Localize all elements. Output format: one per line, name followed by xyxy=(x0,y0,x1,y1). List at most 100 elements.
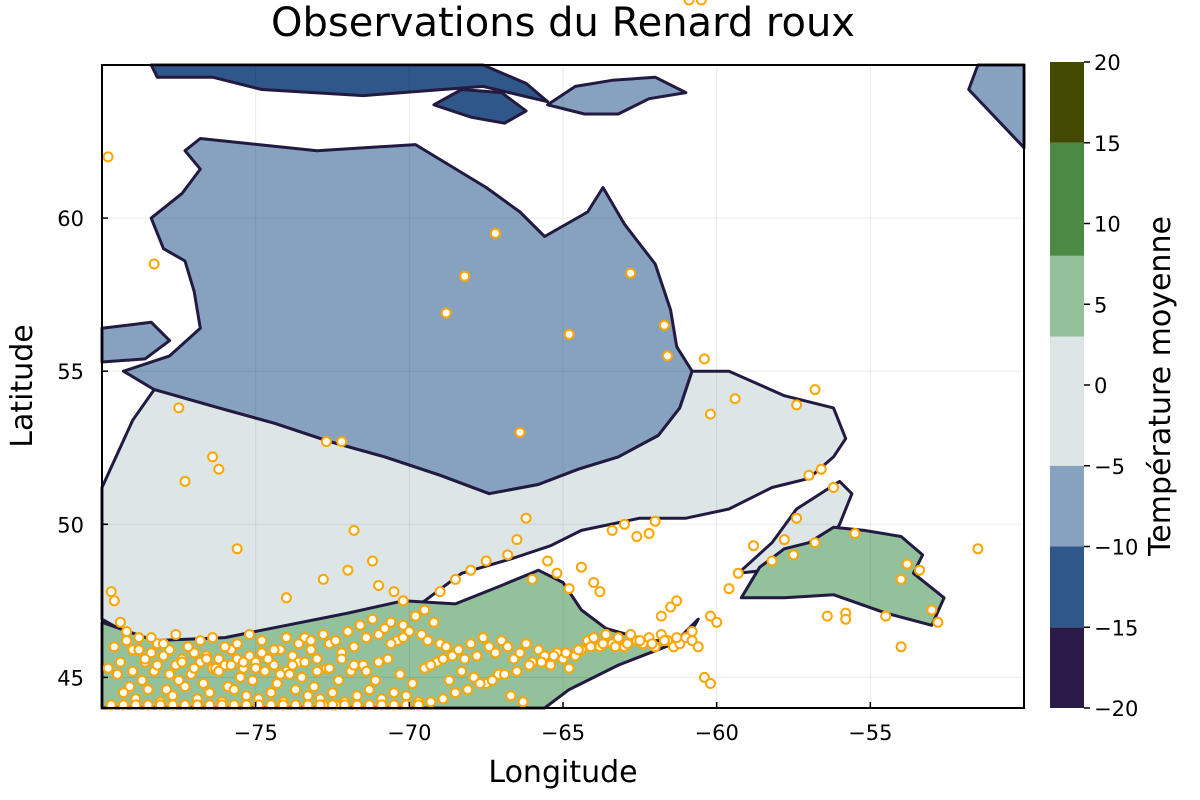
observation-point xyxy=(551,567,563,579)
observation-point xyxy=(299,656,311,668)
observation-point xyxy=(305,635,317,647)
observation-point xyxy=(161,684,172,696)
observation-point xyxy=(791,399,803,411)
observation-point xyxy=(179,475,191,487)
observation-point xyxy=(406,678,418,689)
observation-point xyxy=(173,674,185,686)
observation-point xyxy=(370,674,381,686)
observation-point xyxy=(692,641,704,653)
observation-point xyxy=(456,665,468,677)
chart-title: Observations du Renard roux xyxy=(271,0,855,46)
observation-point xyxy=(572,644,584,656)
observation-point xyxy=(483,641,495,653)
observation-point xyxy=(443,674,455,686)
colorbar-tick-label: −15 xyxy=(1094,616,1138,640)
observation-point xyxy=(563,662,575,674)
observation-point xyxy=(268,644,280,656)
observation-point xyxy=(342,564,354,576)
observation-point xyxy=(486,674,498,686)
observation-point xyxy=(240,690,252,702)
observation-point xyxy=(388,586,400,598)
colorbar-tick-label: −5 xyxy=(1094,455,1125,479)
observation-point xyxy=(449,573,461,585)
observation-point xyxy=(563,328,575,340)
observation-point xyxy=(465,564,477,576)
observation-point xyxy=(111,668,123,680)
colorbar-level xyxy=(1050,627,1084,708)
observation-point xyxy=(471,650,483,662)
observation-point xyxy=(508,653,520,665)
observation-point xyxy=(815,463,827,475)
observation-point xyxy=(308,681,320,693)
temperature-region xyxy=(967,63,1026,150)
observation-point xyxy=(397,595,409,607)
observation-point xyxy=(634,635,646,647)
observation-point xyxy=(609,641,621,653)
colorbar-level xyxy=(1050,336,1084,466)
observation-point xyxy=(425,659,437,671)
observation-point xyxy=(575,561,587,573)
colorbar-label: Température moyenne xyxy=(1143,216,1178,557)
observation-point xyxy=(259,665,271,677)
observation-point xyxy=(901,558,913,570)
observation-point xyxy=(821,610,833,622)
colorbar-tick-label: 0 xyxy=(1094,374,1107,398)
observation-point xyxy=(895,573,907,585)
observation-point xyxy=(459,270,471,282)
observation-point xyxy=(327,687,338,699)
observation-point xyxy=(671,632,683,644)
observation-point xyxy=(585,641,597,653)
colorbar-level xyxy=(1050,546,1084,628)
observation-point xyxy=(173,402,185,414)
observation-point xyxy=(136,674,148,686)
observation-point xyxy=(600,629,612,640)
observation-point xyxy=(139,653,151,665)
observation-point xyxy=(348,659,360,671)
observation-point xyxy=(560,647,572,659)
observation-point xyxy=(489,227,501,239)
observation-point xyxy=(526,573,538,585)
plot-area xyxy=(100,0,1026,711)
observation-point xyxy=(293,638,305,650)
observation-point xyxy=(385,616,397,628)
x-tick-label: −75 xyxy=(234,721,278,745)
observation-point xyxy=(323,662,335,674)
observation-point xyxy=(809,384,821,396)
observation-point xyxy=(336,436,348,448)
observation-point xyxy=(809,537,821,549)
temperature-region xyxy=(100,320,172,364)
colorbar-tick-label: 20 xyxy=(1094,51,1121,75)
observation-point xyxy=(588,632,600,644)
observation-point xyxy=(788,549,799,561)
observation-point xyxy=(416,629,428,640)
observation-point xyxy=(428,616,440,628)
y-tick-label: 55 xyxy=(57,360,84,384)
observation-point xyxy=(379,622,391,634)
observation-point xyxy=(803,469,815,481)
observation-point xyxy=(342,626,354,637)
observation-point xyxy=(705,678,716,689)
colorbar-level xyxy=(1050,62,1084,143)
observation-point xyxy=(305,644,317,656)
observation-point xyxy=(170,629,182,640)
observation-point xyxy=(511,665,523,677)
observation-point xyxy=(523,659,535,671)
observation-point xyxy=(520,512,532,524)
x-axis-label: Longitude xyxy=(488,755,637,790)
observation-point xyxy=(394,668,406,680)
observation-point xyxy=(231,638,243,650)
observation-point xyxy=(643,528,655,539)
observation-point xyxy=(280,632,292,644)
observation-point xyxy=(545,659,557,671)
x-tick-label: −70 xyxy=(387,721,431,745)
observation-point xyxy=(373,580,385,591)
observation-point xyxy=(972,543,984,555)
observation-point xyxy=(477,632,489,644)
observation-point xyxy=(695,0,707,6)
observation-point xyxy=(828,482,839,493)
observation-point xyxy=(502,641,514,653)
observation-point xyxy=(317,573,329,585)
observation-point xyxy=(646,638,658,650)
observation-point xyxy=(536,656,547,668)
observation-point xyxy=(459,653,471,665)
